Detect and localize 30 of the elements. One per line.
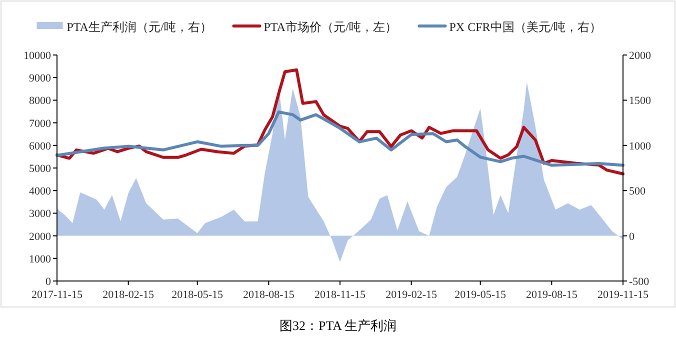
y2-tick-label: 2000: [629, 50, 652, 62]
legend-label: PTA市场价（元/吨，左）: [264, 20, 397, 34]
x-tick-label: 2018-11-15: [314, 289, 366, 301]
x-tick-label: 2019-02-15: [386, 289, 438, 301]
x-tick-label: 2019-08-15: [526, 289, 578, 301]
y-tick-label: 1000: [29, 253, 52, 266]
legend-label: PTA生产利润（元/吨，右）: [66, 20, 212, 34]
y-tick-label: 9000: [29, 72, 52, 85]
y-tick-label: 5000: [29, 163, 52, 175]
caption: 图32：PTA 生产利润: [279, 318, 397, 333]
x-tick-label: 2018-02-15: [102, 289, 154, 301]
x-tick-label: 2019-05-15: [454, 289, 506, 301]
y-tick-label: 7000: [29, 118, 52, 130]
y2-tick-label: 1000: [629, 140, 652, 152]
y2-tick-label: 0: [629, 230, 635, 243]
x-tick-label: 2018-05-15: [172, 289, 224, 301]
y2-tick-label: -500: [629, 276, 650, 288]
y-tick-label: 0: [46, 276, 52, 288]
y2-tick-label: 500: [629, 186, 646, 198]
y2-tick-label: 1500: [629, 95, 652, 108]
y-tick-label: 8000: [29, 95, 52, 108]
y-tick-label: 10000: [24, 50, 52, 62]
legend-label: PX CFR中国（美元/吨，右）: [449, 20, 602, 34]
y-tick-label: 6000: [29, 140, 52, 152]
x-tick-label: 2018-08-15: [243, 289, 295, 301]
y-tick-label: 2000: [29, 230, 52, 243]
y-tick-label: 3000: [29, 208, 52, 220]
y-tick-label: 4000: [29, 186, 52, 198]
x-tick-label: 2019-11-15: [598, 289, 649, 301]
x-tick-label: 2017-11-15: [32, 289, 83, 301]
